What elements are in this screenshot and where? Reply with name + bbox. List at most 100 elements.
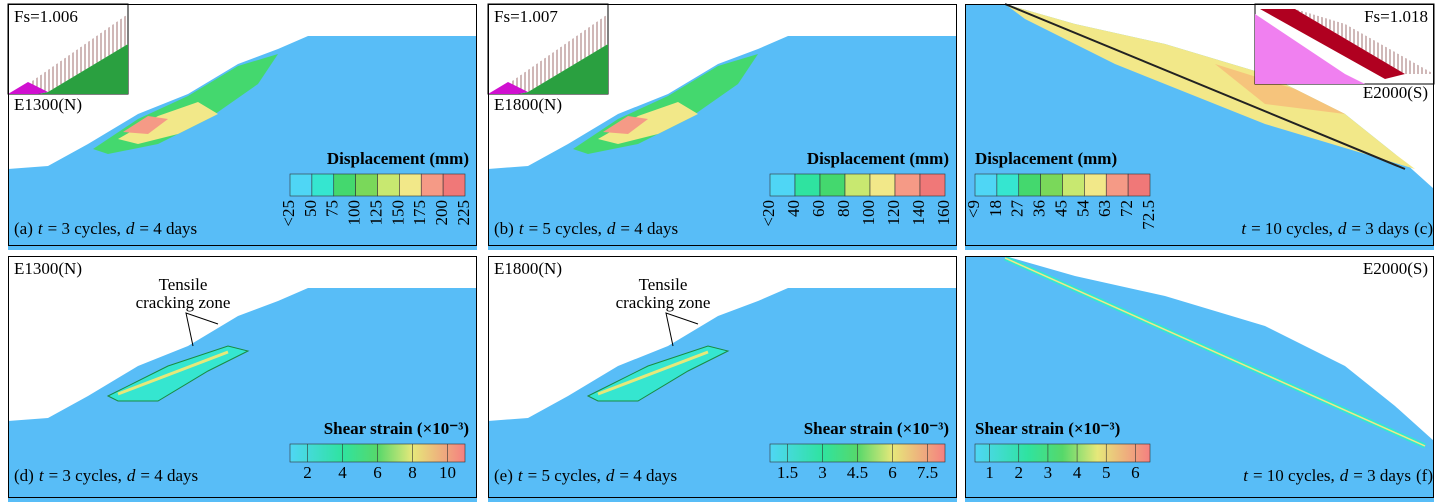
caption-part: t [1243,466,1249,485]
colorbar-tick-label: 1 [985,463,994,482]
caption-part: (f) [1416,466,1433,485]
legend-title: Shear strain (×10⁻³) [324,419,469,438]
caption-part: d [127,466,136,485]
colorbar-tick-label: 4.5 [847,463,868,482]
annotation: cracking zone [616,293,711,312]
colorbar-segment [377,173,400,197]
colorbar-tick-label: 6 [1131,463,1140,482]
legend-title: Shear strain (×10⁻³) [804,419,949,438]
section-label: E1300(N) [14,259,82,278]
strain-band [1004,257,1426,447]
colorbar-tick-label: 225 [454,200,473,226]
colorbar-tick-label: 5 [1102,463,1111,482]
caption-part: (c) [1414,219,1433,238]
caption-part: d [606,466,615,485]
colorbar-segment [869,173,896,197]
colorbar-segment [442,173,466,197]
colorbar-tick-label: 2 [1015,463,1024,482]
colorbar-tick-label: 125 [366,200,385,226]
panel-frame [965,4,1434,246]
colorbar-tick-label: 45 [1051,200,1070,217]
legend-title: Displacement (mm) [807,149,949,168]
annotation: Tensile [159,275,208,294]
legend-title: Shear strain (×10⁻³) [975,419,1120,438]
caption-part: (b) [494,219,514,238]
colorbar-tick-label: 200 [432,200,451,226]
caption-part: = 10 cycles, [1251,219,1333,238]
colorbar-tick-label: 8 [408,463,417,482]
caption-part: (d) [14,466,34,485]
caption-part: (e) [494,466,513,485]
factor-of-safety: Fs=1.007 [494,7,558,26]
caption-part: = 3 cycles, [48,219,121,238]
caption: t = 10 cycles, d = 3 days (f) [1243,466,1433,485]
caption-part: = 4 days [619,466,677,485]
legend-title: Displacement (mm) [327,149,469,168]
colorbar-tick-label: 63 [1095,200,1114,217]
inset-layer [518,44,608,94]
colorbar-segment [355,173,378,197]
colorbar-tick-label: 6 [888,463,897,482]
colorbar-tick-label: 140 [909,200,928,226]
colorbar-tick-label: 3 [1044,463,1053,482]
colorbar-segment [919,173,946,197]
colorbar [974,443,1151,463]
colorbar-tick-label: 10 [439,463,456,482]
annotation-leader [665,312,699,347]
caption-part: d [1340,466,1349,485]
colorbar-tick-label: 7.5 [917,463,938,482]
panel-frame [8,256,477,498]
strain-band [117,350,229,396]
caption: (b) t = 5 cycles, d = 4 days [494,219,678,238]
colorbar-segment [1084,173,1107,197]
panel-frame [488,256,957,498]
colorbar-segment [794,173,821,197]
caption-part: t [39,466,45,485]
panel: Fs=1.007 E1800(N) Displacement (mm) <20 40 60… [487,3,957,250]
colorbar-tick-label: 2 [303,463,312,482]
displacement-zone [123,116,168,134]
colorbar-segment [1040,173,1063,197]
colorbar-segment [894,173,921,197]
colorbar-segment [1062,173,1085,197]
colorbar-tick-label: 50 [301,200,320,217]
colorbar-segment [844,173,871,197]
colorbar-segment [289,173,313,197]
slope [488,36,957,250]
colorbar-tick-label: 1.5 [777,463,798,482]
displacement-zone [1215,64,1345,114]
inset-hatch [28,14,128,92]
colorbar-segment [996,173,1020,197]
inset-red [1260,9,1405,79]
slope [965,256,1434,502]
colorbar-tick-label: 54 [1073,200,1092,218]
inset-layer [38,44,128,94]
panel: Fs=1.018 E2000(S) Displacement (mm) <9 18 27 3… [964,3,1435,250]
inset-hatch [1295,9,1434,74]
inset-base [488,82,528,94]
annotation: cracking zone [136,293,231,312]
slip-surface [1004,3,1406,170]
caption-part: = 4 days [139,219,197,238]
strain-zone [586,345,730,402]
colorbar-tick-label: 100 [859,200,878,226]
caption-part: = 5 cycles, [529,219,602,238]
caption: (d) t = 3 cycles, d = 4 days [14,466,198,485]
caption-part: = 5 cycles, [528,466,601,485]
section-label: E2000(S) [1363,83,1428,102]
colorbar-tick-label: 72.5 [1139,200,1158,230]
colorbar-segment [974,173,998,197]
panel-frame [965,256,1434,498]
panel: E2000(S) Shear strain (×10⁻³) 1 2 3 4 5 6 t = 10 … [965,255,1434,502]
colorbar-segment [819,173,846,197]
section-label: E1800(N) [494,259,562,278]
colorbar-tick-label: <25 [279,200,298,227]
colorbar-tick-label: 60 [809,200,828,217]
colorbar-tick-label: 72 [1117,200,1136,217]
inset-base [8,82,48,94]
colorbar-tick-label: 175 [410,200,429,226]
colorbar-tick-label: 6 [373,463,382,482]
legend-title: Displacement (mm) [975,149,1117,168]
caption: t = 10 cycles, d = 3 days (c) [1241,219,1433,238]
